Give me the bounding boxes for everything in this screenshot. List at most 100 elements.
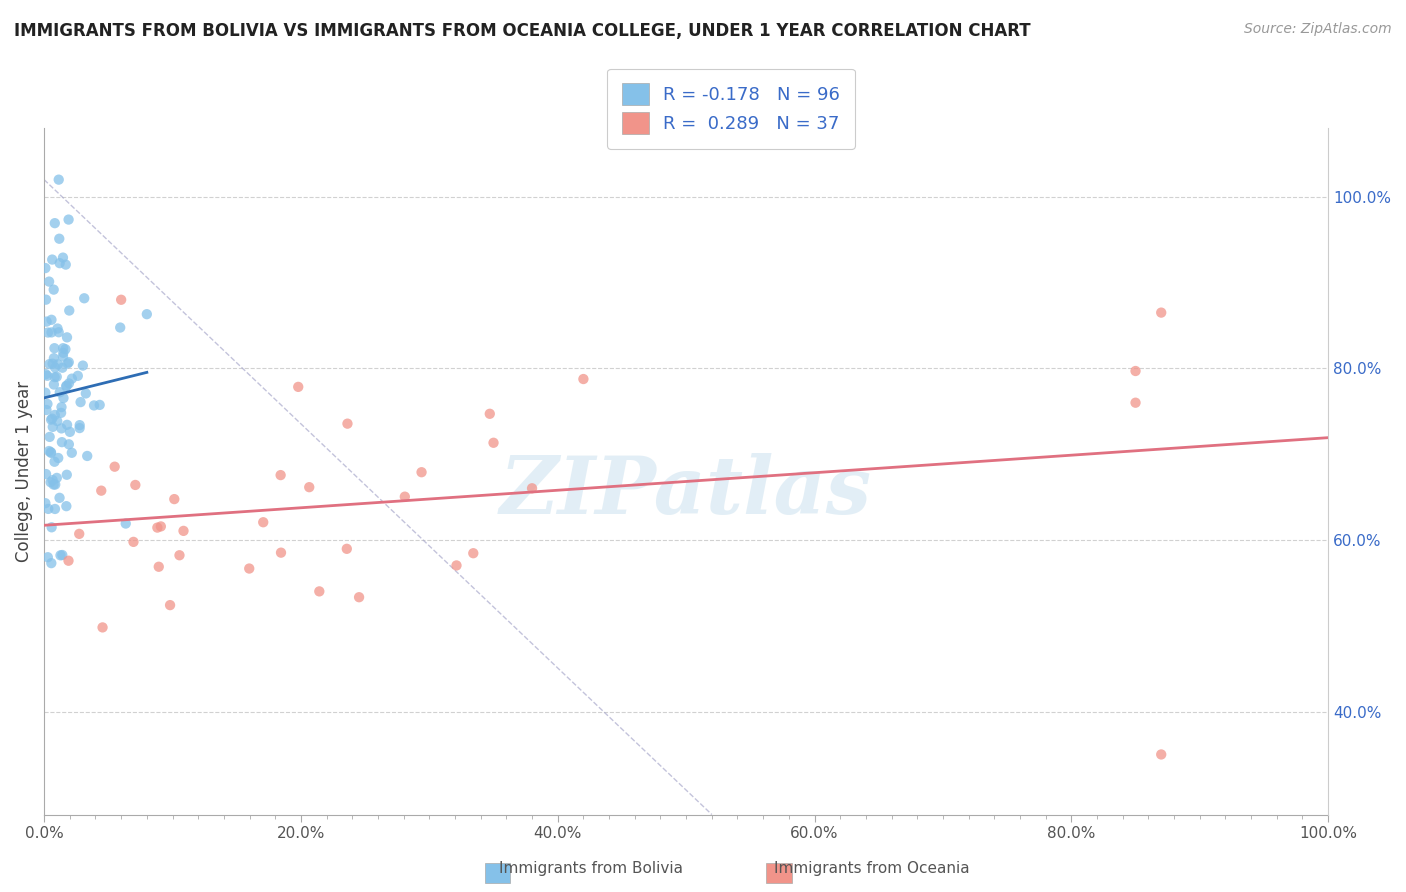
Point bbox=[51, 400, 73, 414]
Point bbox=[39, 412, 62, 426]
Point bbox=[1125, 395, 1147, 409]
Point bbox=[41, 411, 63, 425]
Point bbox=[45, 369, 67, 384]
Point bbox=[46, 321, 69, 335]
Point bbox=[72, 359, 94, 373]
Point bbox=[41, 326, 63, 340]
Point bbox=[56, 417, 79, 432]
Point bbox=[42, 477, 65, 491]
Point bbox=[38, 275, 60, 289]
Point bbox=[122, 534, 145, 549]
Point bbox=[252, 515, 274, 529]
Point bbox=[38, 357, 60, 371]
Point bbox=[44, 216, 66, 230]
Point bbox=[1150, 305, 1173, 319]
Point bbox=[69, 421, 91, 435]
Point bbox=[44, 477, 66, 491]
Point bbox=[52, 350, 75, 364]
Text: IMMIGRANTS FROM BOLIVIA VS IMMIGRANTS FROM OCEANIA COLLEGE, UNDER 1 YEAR CORRELA: IMMIGRANTS FROM BOLIVIA VS IMMIGRANTS FR… bbox=[14, 22, 1031, 40]
Point bbox=[55, 342, 77, 356]
Point bbox=[35, 367, 58, 381]
Point bbox=[48, 491, 70, 505]
Point bbox=[41, 473, 63, 487]
Point bbox=[48, 325, 70, 339]
Point bbox=[91, 620, 114, 634]
Point bbox=[55, 499, 77, 513]
Point bbox=[44, 360, 66, 375]
Point bbox=[44, 370, 66, 384]
Point bbox=[55, 379, 77, 393]
Point bbox=[51, 421, 73, 435]
Point bbox=[69, 395, 91, 409]
Point bbox=[463, 546, 485, 560]
Point bbox=[48, 232, 70, 246]
Point bbox=[49, 549, 72, 563]
Point bbox=[394, 490, 416, 504]
Point bbox=[42, 377, 65, 392]
Point bbox=[173, 524, 195, 538]
Point bbox=[38, 444, 60, 458]
Point bbox=[270, 468, 292, 483]
Point bbox=[44, 408, 66, 422]
Point bbox=[89, 398, 111, 412]
Point bbox=[51, 360, 73, 375]
Point bbox=[124, 478, 146, 492]
Point bbox=[38, 430, 60, 444]
Point bbox=[41, 520, 63, 534]
Point bbox=[35, 315, 58, 329]
Point bbox=[76, 449, 98, 463]
Point bbox=[238, 561, 260, 575]
Point bbox=[336, 541, 359, 556]
Point bbox=[48, 172, 70, 186]
Text: ZIPatlas: ZIPatlas bbox=[501, 453, 872, 531]
Point bbox=[478, 407, 501, 421]
Legend: R = -0.178   N = 96, R =  0.289   N = 37: R = -0.178 N = 96, R = 0.289 N = 37 bbox=[607, 69, 855, 149]
Point bbox=[46, 414, 69, 428]
Point bbox=[41, 313, 63, 327]
Point bbox=[270, 546, 292, 560]
Point bbox=[39, 445, 62, 459]
Point bbox=[44, 502, 66, 516]
Point bbox=[58, 303, 80, 318]
Point bbox=[44, 341, 66, 355]
Point bbox=[66, 368, 89, 383]
Point bbox=[308, 584, 330, 599]
Text: Immigrants from Oceania: Immigrants from Oceania bbox=[773, 861, 970, 876]
Point bbox=[42, 420, 65, 434]
Y-axis label: College, Under 1 year: College, Under 1 year bbox=[15, 381, 32, 562]
Point bbox=[37, 326, 59, 340]
Point bbox=[60, 371, 83, 385]
Point bbox=[49, 406, 72, 420]
Point bbox=[59, 425, 82, 439]
Point bbox=[42, 283, 65, 297]
Point bbox=[69, 418, 91, 433]
Point bbox=[287, 380, 309, 394]
Point bbox=[37, 550, 59, 565]
Point bbox=[411, 465, 433, 479]
Point bbox=[446, 558, 468, 573]
Point bbox=[46, 357, 69, 371]
Point bbox=[48, 256, 70, 270]
Point bbox=[114, 516, 136, 531]
Point bbox=[163, 492, 186, 507]
Point bbox=[146, 520, 169, 534]
Point bbox=[41, 556, 63, 570]
Point bbox=[51, 548, 73, 562]
Point bbox=[37, 397, 59, 411]
Point bbox=[45, 471, 67, 485]
Point bbox=[41, 252, 63, 267]
Point bbox=[1125, 364, 1147, 378]
Point bbox=[60, 446, 83, 460]
Point bbox=[169, 548, 191, 562]
Point bbox=[58, 355, 80, 369]
Point bbox=[34, 385, 56, 400]
Point bbox=[482, 435, 505, 450]
Point bbox=[55, 378, 77, 392]
Point bbox=[34, 496, 56, 510]
Point bbox=[56, 357, 79, 371]
Point bbox=[336, 417, 359, 431]
Point bbox=[52, 391, 75, 405]
Point bbox=[39, 475, 62, 490]
Point bbox=[39, 446, 62, 460]
Point bbox=[35, 293, 58, 307]
